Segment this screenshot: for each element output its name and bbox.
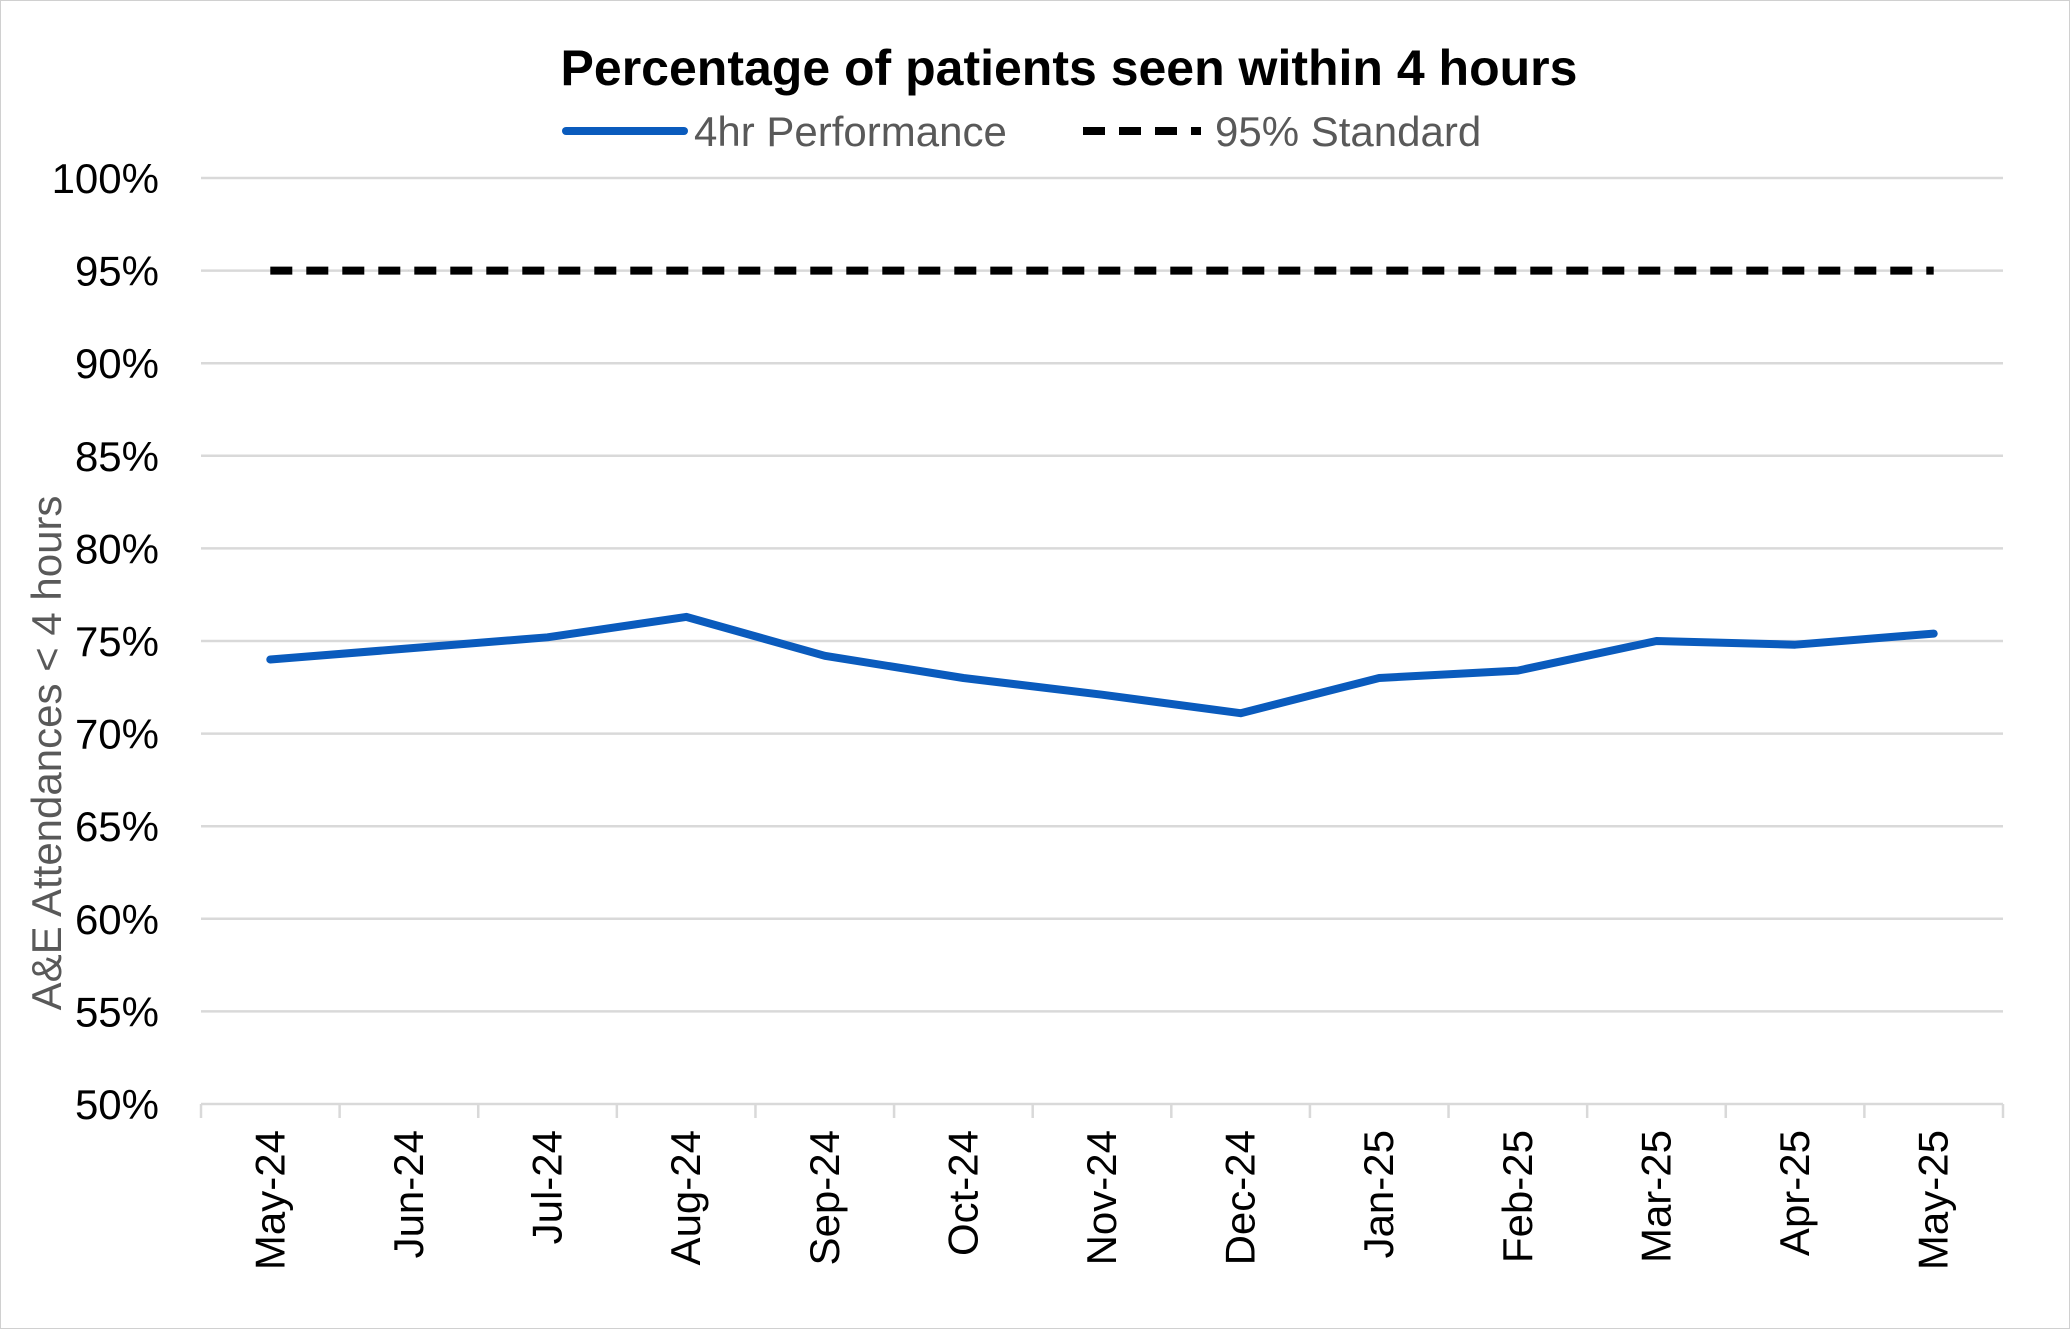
y-tick-label: 65% <box>75 803 159 850</box>
y-tick-label: 90% <box>75 340 159 387</box>
legend-label-95-standard: 95% Standard <box>1215 108 1481 155</box>
y-axis-ticks: 50% 55% 60% 65% 70% 75% 80% 85% 90% 95% 100% <box>52 155 159 1128</box>
y-tick-label: 80% <box>75 525 159 572</box>
gridlines <box>201 176 2003 1106</box>
x-tick-label: Jul-24 <box>524 1130 571 1244</box>
x-tick-label: Jun-24 <box>385 1130 432 1258</box>
chart-title: Percentage of patients seen within 4 hou… <box>561 40 1578 96</box>
y-tick-label: 85% <box>75 433 159 480</box>
x-axis: May-24 Jun-24 Jul-24 Aug-24 Sep-24 Oct-24 Nov-… <box>199 1104 2005 1270</box>
x-tick-label: Apr-25 <box>1771 1130 1818 1256</box>
x-tick-label: Mar-25 <box>1632 1130 1679 1263</box>
x-tick-label: May-24 <box>246 1130 293 1270</box>
x-tick-label: Jan-25 <box>1355 1130 1402 1258</box>
y-tick-label: 95% <box>75 248 159 295</box>
legend-label-4hr-performance: 4hr Performance <box>694 108 1007 155</box>
y-tick-label: 75% <box>75 618 159 665</box>
x-tick-label: Sep-24 <box>801 1130 848 1265</box>
x-tick-label: May-25 <box>1910 1130 1957 1270</box>
y-axis-label: A&E Attendances < 4 hours <box>23 496 70 1011</box>
y-tick-label: 50% <box>75 1081 159 1128</box>
x-tick-label: Oct-24 <box>939 1130 986 1256</box>
y-tick-label: 55% <box>75 988 159 1035</box>
x-tick-label: Dec-24 <box>1217 1130 1264 1265</box>
series-group <box>266 266 1938 718</box>
x-tick-label: Nov-24 <box>1078 1130 1125 1265</box>
x-tick-label: Aug-24 <box>662 1130 709 1265</box>
y-tick-label: 100% <box>52 155 159 202</box>
legend: 4hr Performance 95% Standard <box>562 108 1481 155</box>
x-tick-label: Feb-25 <box>1494 1130 1541 1263</box>
series-line-4hr-performance <box>266 612 1938 718</box>
y-tick-label: 70% <box>75 711 159 758</box>
y-tick-label: 60% <box>75 896 159 943</box>
